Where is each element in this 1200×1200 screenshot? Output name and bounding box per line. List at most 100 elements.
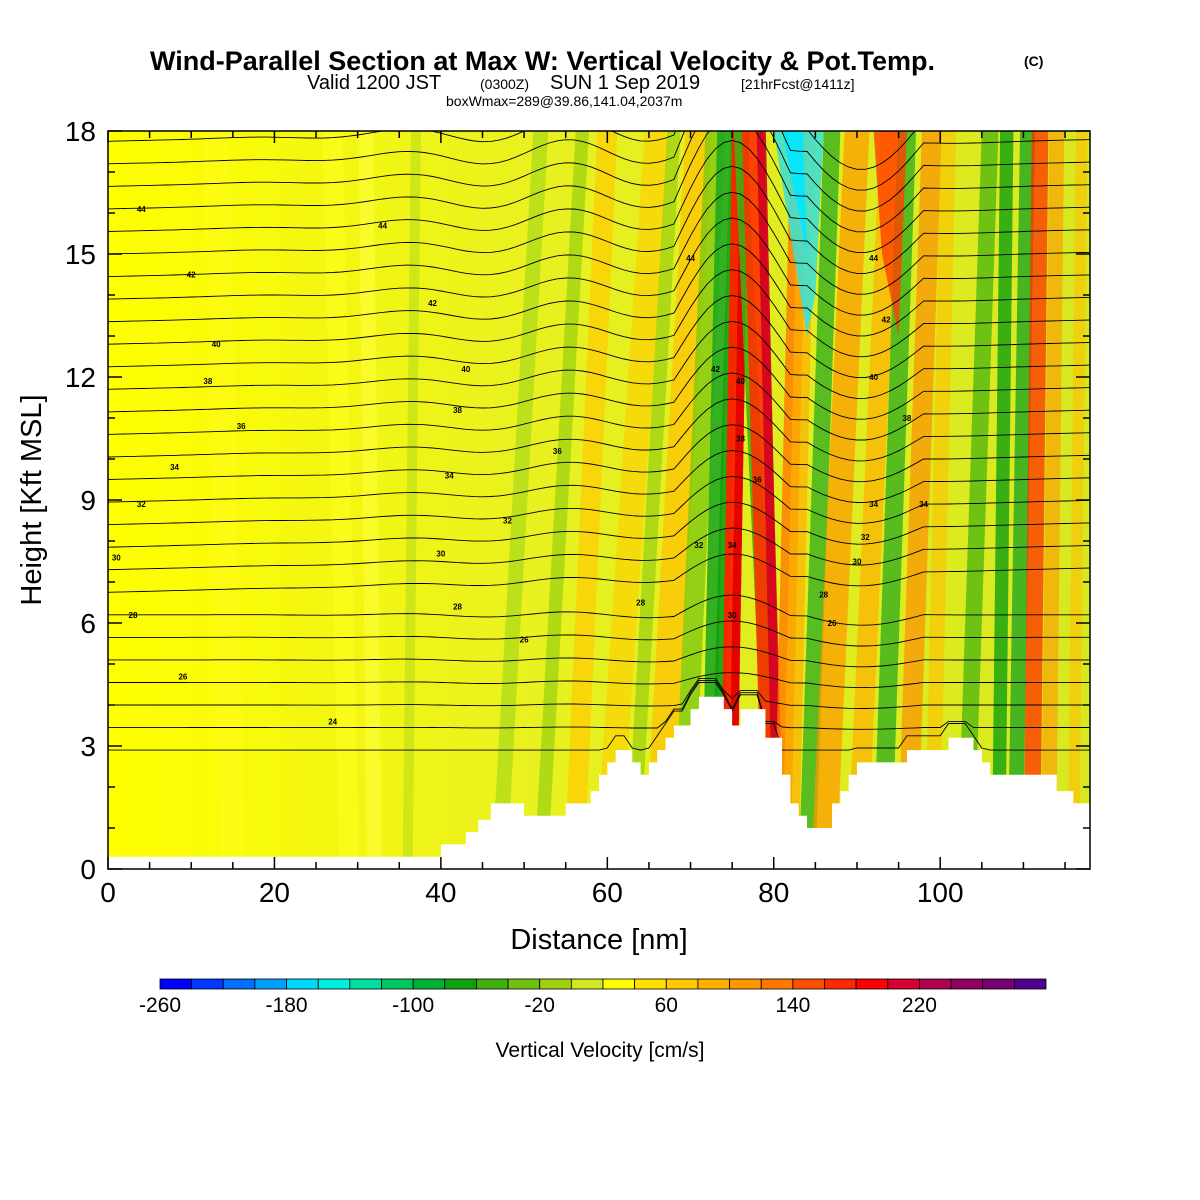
theta-contour [108,501,1090,548]
colorbar-swatch [191,978,224,990]
colorbar-swatch [539,978,572,990]
velocity-band [402,131,421,869]
velocity-band [643,131,713,869]
theta-contour [108,527,1090,571]
x-tick-label: 20 [259,877,290,908]
theta-label: 28 [129,611,138,620]
chart-title: Wind-Parallel Section at Max W: Vertical… [150,46,1043,76]
subtitle-date: SUN 1 Sep 2019 [550,72,700,94]
colorbar-label: Vertical Velocity [cm/s] [496,1039,705,1062]
colorbar-swatch [254,978,287,990]
y-tick-label: 6 [80,608,96,639]
theta-label: 36 [553,447,562,456]
x-tick-label: 100 [917,877,964,908]
theta-contour [108,620,1090,647]
terrain-mask [108,696,1090,869]
theta-label: 44 [686,254,695,263]
y-tick-label: 18 [65,116,96,147]
theta-label: 42 [882,316,891,325]
colorbar-tick-label: -260 [139,994,181,1017]
velocity-band [1007,131,1036,869]
theta-contour [108,553,1090,593]
theta-label: 26 [520,635,529,644]
theta-label: 28 [636,599,645,608]
velocity-band [991,131,1014,869]
theta-contour [108,346,1090,420]
theta-contour [108,677,1090,709]
colorbar-swatch [950,978,984,990]
colorbar-swatch [570,978,604,990]
colorbar-tick-label: 220 [902,994,937,1017]
colorbar-swatch [729,978,762,990]
colorbar-swatch [792,978,825,990]
theta-contour [108,295,1090,379]
colorbar-tick-label: 60 [655,994,678,1017]
colorbar-tick-label: 140 [775,994,810,1017]
colorbar-swatch [412,978,446,990]
theta-label: 38 [453,406,462,415]
colorbar-swatch [317,978,351,990]
x-tick-label: 80 [758,877,789,908]
y-tick-labels: 0 3 6 9 12 15 18 [65,116,96,885]
theta-contour [108,140,1090,254]
theta-contour [108,646,1090,668]
velocity-band [924,131,957,869]
x-tick-labels: 0 20 40 60 80 100 [100,877,963,908]
theta-contour [108,594,1090,626]
velocity-band [956,131,999,869]
colorbar-swatch [665,978,699,990]
velocity-band [358,131,382,869]
theta-label: 30 [728,611,737,620]
theta-label: 34 [170,463,179,472]
theta-label: 32 [694,541,703,550]
theta-contour [108,243,1090,337]
colorbar-tick-label: -100 [392,994,434,1017]
theta-contours [108,131,1090,751]
velocity-band [534,131,590,869]
theta-label: 30 [436,549,445,558]
theta-contour [108,475,1090,526]
theta-contour [108,217,1090,316]
theta-label: 44 [869,254,878,263]
colorbar-swatch [444,978,477,990]
velocity-band [594,131,670,869]
theta-label: 32 [503,517,512,526]
subtitle-box-wmax: boxWmax=289@39.86,141.04,2037m [446,93,682,109]
theta-label: 42 [711,365,720,374]
x-tick-label: 60 [592,877,623,908]
subtitle-forecast: [21hrFcst@1411z] [741,76,855,92]
velocity-band [491,131,549,869]
velocity-band [872,131,917,869]
colorbar-swatch [381,978,414,990]
colorbar [159,978,1047,990]
colorbar-swatch [222,978,256,990]
velocity-band [798,131,841,869]
theta-label: 32 [861,533,870,542]
theta-label: 38 [902,414,911,423]
velocity-band [203,131,246,869]
theta-label: 26 [178,672,187,681]
theta-label: 24 [328,717,337,726]
colorbar-swatch [824,978,857,990]
colorbar-swatch [697,978,730,990]
title-main: Wind-Parallel Section at Max W: Vertical… [150,46,935,76]
chart-subtitle: Valid 1200 JST (0300Z) SUN 1 Sep 2019 [2… [307,72,855,94]
velocity-band [625,131,681,869]
theta-label: 34 [919,500,928,509]
theta-contour [108,320,1090,399]
theta-label: 42 [187,271,196,280]
subtitle-utc-time: (0300Z) [480,76,529,92]
colorbar-swatch [1013,978,1047,990]
theta-label: 40 [461,365,470,374]
theta-contour [108,679,1090,730]
velocity-band [672,131,726,869]
theta-contour [108,450,1090,503]
colorbar-swatch [602,978,636,990]
theta-label: 28 [819,590,828,599]
y-tick-label: 0 [80,854,96,885]
x-axis-label: Distance [nm] [510,924,687,956]
theta-contour [108,131,1090,233]
colorbar-swatch [349,978,382,990]
theta-label: 30 [112,553,121,562]
